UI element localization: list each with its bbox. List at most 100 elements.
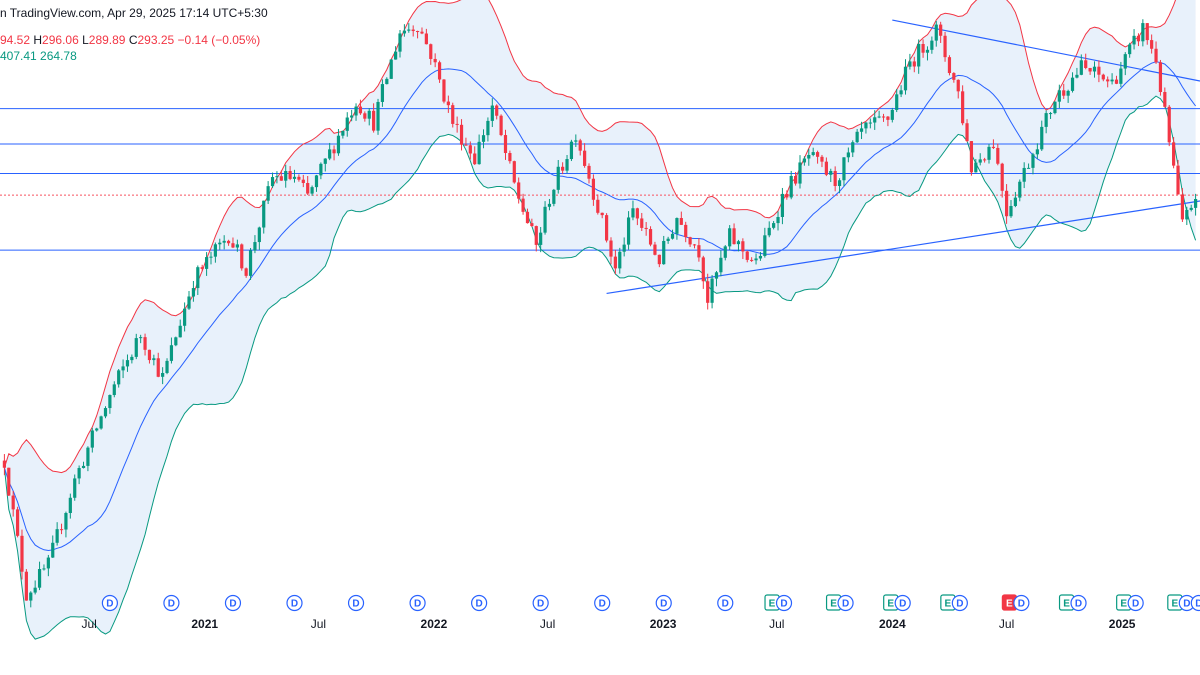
candle	[398, 29, 402, 58]
candle	[662, 235, 666, 265]
candle	[1035, 143, 1039, 159]
candle	[402, 24, 406, 37]
candle	[591, 174, 596, 206]
candle	[314, 174, 319, 192]
candle	[824, 157, 828, 177]
high-value: 296.06	[42, 33, 79, 47]
candle	[1088, 67, 1092, 75]
candle	[143, 333, 147, 356]
candle	[490, 98, 494, 128]
candle	[644, 222, 648, 236]
dividend-icon	[717, 594, 734, 612]
candle	[139, 334, 143, 344]
event-marker[interactable]: D	[101, 594, 118, 612]
svg-text:D: D	[537, 599, 544, 610]
plot-area[interactable]	[0, 0, 1200, 640]
candle	[288, 166, 292, 181]
candle	[785, 190, 789, 200]
event-marker[interactable]: D	[163, 594, 180, 612]
candle	[1163, 87, 1167, 108]
candle	[640, 212, 644, 232]
svg-text:E: E	[769, 599, 776, 610]
candle	[855, 129, 859, 144]
event-marker[interactable]: D	[717, 594, 734, 612]
trendline-1[interactable]	[606, 200, 1200, 295]
event-marker[interactable]: D	[347, 594, 365, 612]
candle	[253, 235, 257, 254]
candle	[969, 140, 974, 176]
event-marker[interactable]: D	[594, 594, 611, 612]
close-label: C	[128, 33, 138, 47]
candle	[508, 150, 512, 164]
dividend-icon	[532, 594, 549, 612]
candle	[389, 59, 393, 79]
candle	[7, 467, 11, 496]
price-change: −0.14 (−0.05%)	[177, 33, 261, 47]
candle	[881, 113, 886, 122]
candle	[1053, 101, 1057, 115]
candle	[930, 36, 934, 54]
event-marker[interactable]: D	[655, 594, 672, 612]
trendline-2[interactable]	[892, 19, 1200, 82]
event-marker[interactable]: D	[286, 594, 303, 612]
candle	[204, 252, 209, 276]
candle	[1048, 111, 1053, 119]
dividend-icon	[471, 594, 488, 612]
candle	[987, 143, 991, 164]
candle	[1009, 200, 1013, 218]
candle	[618, 247, 622, 274]
dividend-icon	[1127, 594, 1144, 612]
svg-text:D: D	[722, 599, 729, 610]
candle	[723, 245, 727, 261]
candle	[20, 529, 24, 580]
candle	[209, 251, 213, 265]
candle	[121, 359, 125, 379]
dividend-icon	[1190, 594, 1200, 612]
candle	[468, 141, 472, 160]
x-tick-label: 2021	[191, 617, 218, 631]
dividend-icon	[101, 594, 118, 612]
event-marker[interactable]: D	[224, 594, 242, 612]
x-tick-label: Jul	[311, 617, 326, 631]
svg-text:D: D	[106, 599, 113, 610]
candle	[183, 302, 187, 332]
candle	[983, 157, 987, 163]
event-marker[interactable]: D	[409, 594, 426, 612]
candle	[174, 336, 178, 347]
svg-text:E: E	[1063, 599, 1070, 610]
candle	[394, 46, 398, 60]
svg-text:D: D	[660, 599, 667, 610]
candle	[864, 121, 868, 134]
candle	[583, 143, 587, 168]
candle	[1101, 73, 1105, 82]
candle	[152, 354, 156, 366]
time-axis[interactable]: Jul 2021 Jul 2022 Jul 2023 Jul 2024 Jul 2025	[81, 617, 1135, 631]
candle	[213, 242, 217, 263]
candle	[451, 102, 455, 128]
candle	[117, 369, 121, 388]
bollinger-band-fill	[4, 0, 1196, 640]
candle	[1106, 76, 1110, 88]
bollinger-lower-band	[3, 95, 1197, 640]
low-label: L	[82, 33, 89, 47]
candle	[763, 227, 767, 258]
event-marker[interactable]: D	[532, 594, 549, 612]
candle	[433, 53, 437, 68]
bollinger-basis	[3, 61, 1197, 552]
candle	[257, 226, 261, 250]
dividend-icon	[951, 594, 968, 612]
candle	[767, 221, 771, 238]
x-tick-label: 2022	[421, 617, 448, 631]
candle	[77, 465, 81, 485]
event-marker[interactable]: D	[471, 594, 488, 612]
